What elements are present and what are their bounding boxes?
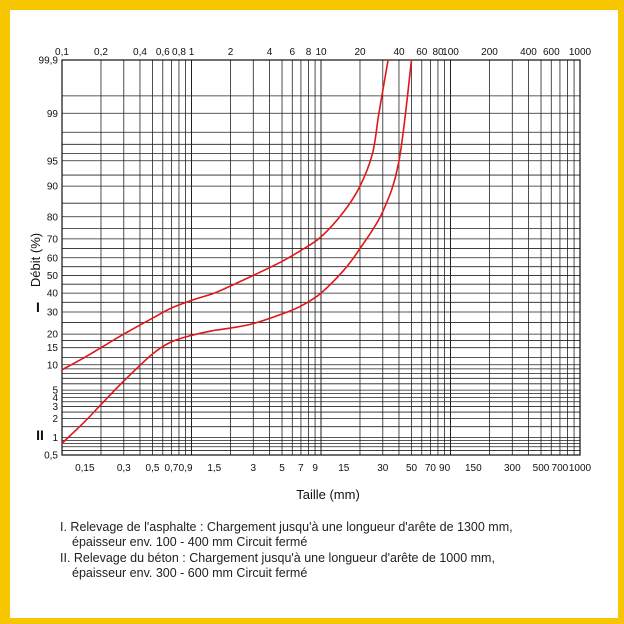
bottom-tick-label: 70	[425, 463, 437, 474]
top-tick-label: 600	[543, 47, 560, 58]
caption-i: I. Relevage de l'asphalte : Chargement j…	[60, 520, 610, 550]
bottom-tick-label: 9	[312, 463, 318, 474]
bottom-tick-label: 5	[279, 463, 285, 474]
top-tick-label: 1	[189, 47, 195, 58]
bottom-tick-label: 1,5	[207, 463, 221, 474]
top-tick-label: 200	[481, 47, 498, 58]
top-tick-label: 4	[267, 47, 273, 58]
bottom-tick-labels: 0,15 0,3 0,5 0,7 0,9 1,5 3 5 7 9 15 30 50 70 90 150 300 5…	[75, 463, 591, 474]
top-tick-label: 8	[306, 47, 312, 58]
top-tick-label: 80	[432, 47, 444, 58]
bottom-tick-label: 150	[465, 463, 482, 474]
bottom-tick-label: 1000	[569, 463, 592, 474]
top-tick-label: 100	[442, 47, 459, 58]
bottom-tick-label: 30	[377, 463, 389, 474]
top-tick-label: 400	[520, 47, 537, 58]
top-tick-label: 40	[393, 47, 405, 58]
y-tick-label: 99	[47, 109, 59, 120]
caption-ii-line1: II. Relevage du béton : Chargement jusqu…	[60, 551, 495, 565]
top-tick-label: 6	[290, 47, 296, 58]
curve-label-ii: II	[36, 427, 44, 443]
y-tick-label: 5	[52, 386, 58, 397]
top-tick-label: 60	[416, 47, 428, 58]
top-tick-label: 10	[315, 47, 327, 58]
top-tick-label: 1000	[569, 47, 592, 58]
series-line-ii	[61, 59, 413, 444]
y-tick-label: 1	[52, 433, 58, 444]
y-tick-label: 95	[47, 156, 59, 167]
grid	[61, 59, 581, 456]
y-tick-label: 40	[47, 289, 59, 300]
y-tick-label: 60	[47, 253, 59, 264]
bottom-tick-label: 300	[504, 463, 521, 474]
caption-ii: II. Relevage du béton : Chargement jusqu…	[60, 551, 610, 581]
curve-label-i: I	[36, 299, 40, 315]
bottom-tick-label: 500	[533, 463, 550, 474]
y-tick-label: 2	[52, 414, 58, 425]
bottom-tick-label: 0,5	[146, 463, 160, 474]
caption-i-line1: I. Relevage de l'asphalte : Chargement j…	[60, 520, 513, 534]
top-tick-label: 0,1	[55, 47, 69, 58]
bottom-tick-label: 0,3	[117, 463, 131, 474]
caption-i-line2: épaisseur env. 100 - 400 mm Circuit ferm…	[72, 535, 308, 549]
plot-border	[61, 59, 581, 456]
y-tick-label: 50	[47, 271, 59, 282]
bottom-tick-label: 3	[251, 463, 257, 474]
bottom-tick-label: 15	[338, 463, 350, 474]
y-tick-label: 80	[47, 212, 59, 223]
y-tick-label: 90	[47, 182, 59, 193]
curves	[61, 59, 413, 444]
caption-ii-line2: épaisseur env. 300 - 600 mm Circuit ferm…	[72, 566, 308, 580]
top-tick-label: 2	[228, 47, 234, 58]
top-tick-label: 0,4	[133, 47, 147, 58]
y-tick-label: 0,5	[44, 451, 58, 462]
y-tick-label: 4	[52, 393, 58, 404]
bottom-tick-label: 90	[439, 463, 451, 474]
bottom-tick-label: 50	[406, 463, 418, 474]
top-tick-label: 20	[354, 47, 366, 58]
top-tick-label: 0,6	[156, 47, 170, 58]
y-tick-label: 99,9	[39, 56, 59, 67]
y-tick-label: 70	[47, 234, 59, 245]
bottom-tick-label: 7	[298, 463, 304, 474]
top-tick-label: 0,2	[94, 47, 108, 58]
bottom-tick-label: 0,15	[75, 463, 95, 474]
bottom-tick-label: 0,7	[164, 463, 178, 474]
y-tick-label: 15	[47, 343, 59, 354]
series-line-i	[61, 59, 389, 371]
y-tick-label: 10	[47, 360, 59, 371]
x-axis-label: Taille (mm)	[296, 487, 360, 502]
bottom-tick-label: 0,9	[179, 463, 193, 474]
y-tick-label: 30	[47, 308, 59, 319]
bottom-tick-label: 700	[552, 463, 569, 474]
y-axis-label: Débit (%)	[28, 233, 43, 287]
top-tick-label: 0,8	[172, 47, 186, 58]
y-tick-label: 20	[47, 330, 59, 341]
y-tick-label: 3	[52, 402, 58, 413]
